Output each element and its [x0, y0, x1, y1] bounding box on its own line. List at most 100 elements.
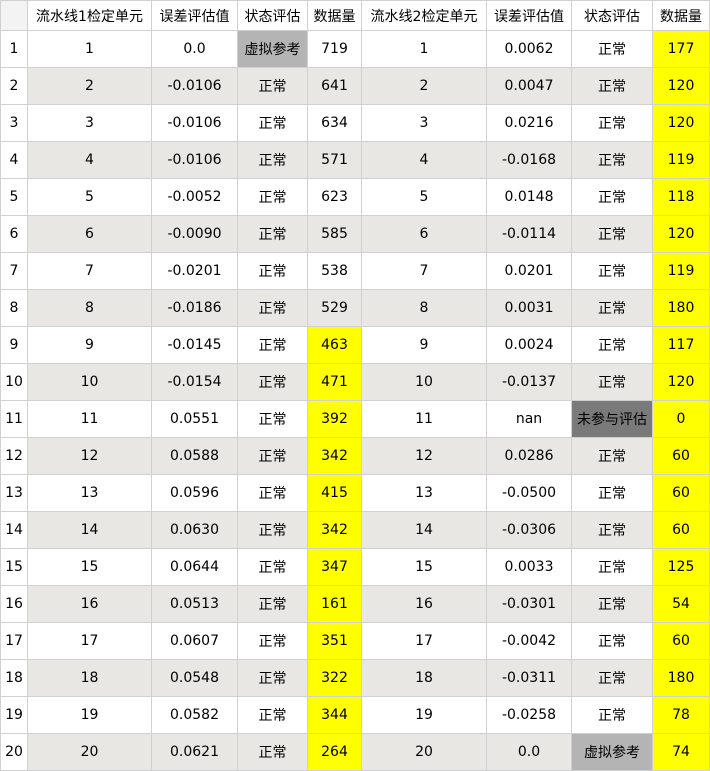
line1-error-cell[interactable]: -0.0186 — [151, 289, 238, 327]
line1-unit-cell[interactable]: 19 — [27, 696, 152, 734]
line1-status-cell[interactable]: 正常 — [237, 178, 308, 216]
line1-unit-cell[interactable]: 16 — [27, 585, 152, 623]
line1-unit-cell[interactable]: 8 — [27, 289, 152, 327]
column-header[interactable]: 数据量 — [652, 0, 710, 31]
row-header[interactable]: 13 — [0, 474, 28, 512]
line2-status-cell[interactable]: 正常 — [571, 548, 653, 586]
line1-error-cell[interactable]: -0.0154 — [151, 363, 238, 401]
line1-count-cell[interactable]: 342 — [307, 437, 362, 475]
row-header[interactable]: 7 — [0, 252, 28, 290]
column-header[interactable]: 误差评估值 — [486, 0, 572, 31]
line1-unit-cell[interactable]: 11 — [27, 400, 152, 438]
line2-status-cell[interactable]: 未参与评估 — [571, 400, 653, 438]
column-header[interactable]: 流水线1检定单元 — [27, 0, 152, 31]
line2-unit-cell[interactable]: 9 — [361, 326, 487, 364]
line2-count-cell[interactable]: 180 — [652, 289, 710, 327]
row-header[interactable]: 2 — [0, 67, 28, 105]
line1-status-cell[interactable]: 正常 — [237, 585, 308, 623]
line1-error-cell[interactable]: 0.0621 — [151, 733, 238, 771]
line1-unit-cell[interactable]: 1 — [27, 30, 152, 68]
line2-unit-cell[interactable]: 8 — [361, 289, 487, 327]
line1-error-cell[interactable]: 0.0582 — [151, 696, 238, 734]
line1-unit-cell[interactable]: 13 — [27, 474, 152, 512]
line1-error-cell[interactable]: 0.0588 — [151, 437, 238, 475]
line2-status-cell[interactable]: 正常 — [571, 252, 653, 290]
line1-count-cell[interactable]: 634 — [307, 104, 362, 142]
line2-error-cell[interactable]: -0.0114 — [486, 215, 572, 253]
line1-unit-cell[interactable]: 17 — [27, 622, 152, 660]
row-header[interactable]: 20 — [0, 733, 28, 771]
line1-status-cell[interactable]: 正常 — [237, 289, 308, 327]
line2-status-cell[interactable]: 正常 — [571, 363, 653, 401]
line1-status-cell[interactable]: 正常 — [237, 474, 308, 512]
line2-count-cell[interactable]: 117 — [652, 326, 710, 364]
line1-count-cell[interactable]: 471 — [307, 363, 362, 401]
line2-error-cell[interactable]: 0.0024 — [486, 326, 572, 364]
line2-status-cell[interactable]: 正常 — [571, 141, 653, 179]
line1-status-cell[interactable]: 正常 — [237, 400, 308, 438]
line2-count-cell[interactable]: 125 — [652, 548, 710, 586]
line1-error-cell[interactable]: 0.0596 — [151, 474, 238, 512]
line1-unit-cell[interactable]: 7 — [27, 252, 152, 290]
line2-count-cell[interactable]: 120 — [652, 104, 710, 142]
line2-error-cell[interactable]: 0.0216 — [486, 104, 572, 142]
line1-count-cell[interactable]: 344 — [307, 696, 362, 734]
line1-count-cell[interactable]: 415 — [307, 474, 362, 512]
line1-status-cell[interactable]: 正常 — [237, 548, 308, 586]
line1-unit-cell[interactable]: 15 — [27, 548, 152, 586]
line2-count-cell[interactable]: 78 — [652, 696, 710, 734]
line2-count-cell[interactable]: 118 — [652, 178, 710, 216]
column-header[interactable]: 状态评估 — [237, 0, 308, 31]
line1-error-cell[interactable]: 0.0548 — [151, 659, 238, 697]
line2-unit-cell[interactable]: 15 — [361, 548, 487, 586]
row-header[interactable]: 10 — [0, 363, 28, 401]
line2-unit-cell[interactable]: 3 — [361, 104, 487, 142]
line2-unit-cell[interactable]: 4 — [361, 141, 487, 179]
line1-count-cell[interactable]: 392 — [307, 400, 362, 438]
row-header[interactable]: 19 — [0, 696, 28, 734]
line2-unit-cell[interactable]: 19 — [361, 696, 487, 734]
line2-count-cell[interactable]: 54 — [652, 585, 710, 623]
line2-count-cell[interactable]: 120 — [652, 67, 710, 105]
row-header[interactable]: 9 — [0, 326, 28, 364]
line2-error-cell[interactable]: -0.0301 — [486, 585, 572, 623]
line1-status-cell[interactable]: 正常 — [237, 437, 308, 475]
line2-status-cell[interactable]: 正常 — [571, 474, 653, 512]
line1-status-cell[interactable]: 正常 — [237, 363, 308, 401]
line1-status-cell[interactable]: 正常 — [237, 511, 308, 549]
line1-count-cell[interactable]: 342 — [307, 511, 362, 549]
line1-status-cell[interactable]: 正常 — [237, 659, 308, 697]
line1-error-cell[interactable]: 0.0630 — [151, 511, 238, 549]
line2-count-cell[interactable]: 120 — [652, 215, 710, 253]
line1-unit-cell[interactable]: 14 — [27, 511, 152, 549]
line2-status-cell[interactable]: 正常 — [571, 437, 653, 475]
line2-error-cell[interactable]: 0.0062 — [486, 30, 572, 68]
line1-error-cell[interactable]: 0.0644 — [151, 548, 238, 586]
line1-status-cell[interactable]: 正常 — [237, 252, 308, 290]
line2-unit-cell[interactable]: 20 — [361, 733, 487, 771]
line1-status-cell[interactable]: 正常 — [237, 622, 308, 660]
line2-count-cell[interactable]: 120 — [652, 363, 710, 401]
line1-error-cell[interactable]: 0.0513 — [151, 585, 238, 623]
line2-count-cell[interactable]: 60 — [652, 437, 710, 475]
line2-status-cell[interactable]: 正常 — [571, 30, 653, 68]
column-header[interactable]: 数据量 — [307, 0, 362, 31]
line2-error-cell[interactable]: 0.0148 — [486, 178, 572, 216]
line2-error-cell[interactable]: 0.0033 — [486, 548, 572, 586]
line1-error-cell[interactable]: 0.0607 — [151, 622, 238, 660]
column-header[interactable]: 流水线2检定单元 — [361, 0, 487, 31]
line1-count-cell[interactable]: 719 — [307, 30, 362, 68]
line2-count-cell[interactable]: 60 — [652, 511, 710, 549]
line2-unit-cell[interactable]: 12 — [361, 437, 487, 475]
line1-count-cell[interactable]: 351 — [307, 622, 362, 660]
line2-status-cell[interactable]: 正常 — [571, 585, 653, 623]
line2-error-cell[interactable]: nan — [486, 400, 572, 438]
row-header[interactable]: 6 — [0, 215, 28, 253]
line2-count-cell[interactable]: 180 — [652, 659, 710, 697]
line1-count-cell[interactable]: 571 — [307, 141, 362, 179]
column-header[interactable]: 误差评估值 — [151, 0, 238, 31]
line1-status-cell[interactable]: 正常 — [237, 696, 308, 734]
line2-count-cell[interactable]: 60 — [652, 622, 710, 660]
line2-status-cell[interactable]: 正常 — [571, 104, 653, 142]
line1-status-cell[interactable]: 正常 — [237, 67, 308, 105]
